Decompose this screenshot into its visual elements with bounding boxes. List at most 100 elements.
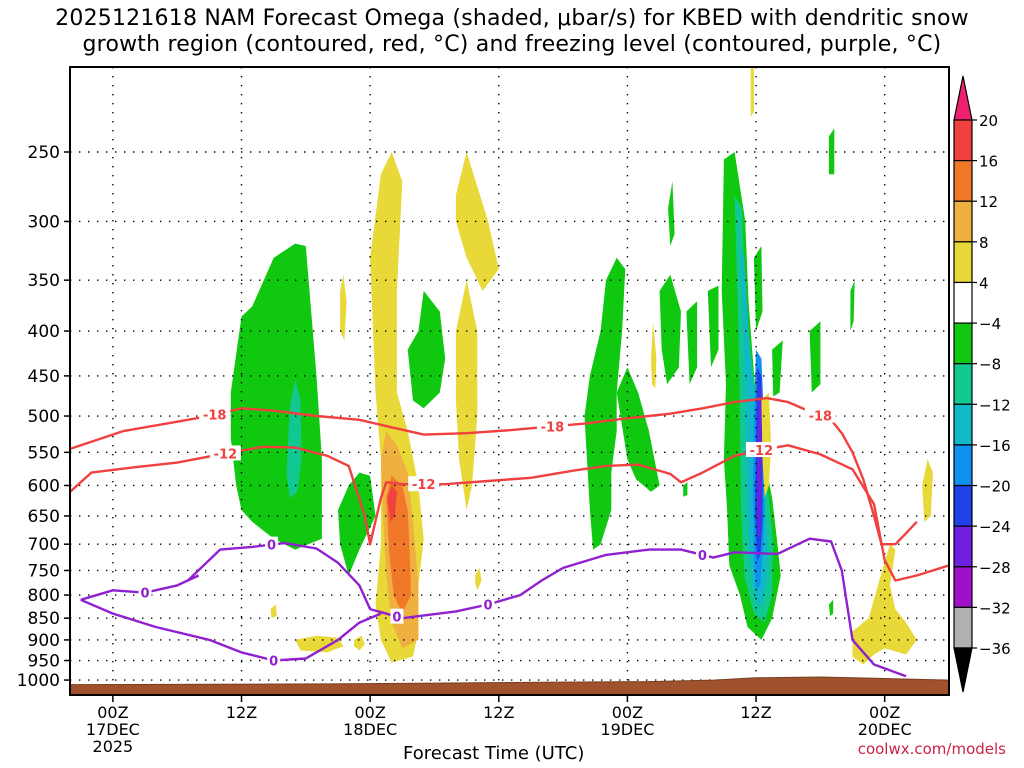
omega-region [750, 67, 754, 117]
terrain-surface [70, 676, 949, 695]
y-tick-label: 500 [28, 407, 60, 427]
omega-region [616, 367, 660, 492]
omega-region [828, 599, 834, 616]
y-tick-label: 900 [28, 631, 60, 651]
contour-label: 0 [267, 539, 276, 554]
omega-region [354, 635, 365, 651]
omega-region [772, 340, 783, 397]
contour-label-bg [745, 442, 777, 458]
y-tick-label: 1000 [17, 671, 60, 691]
omega-region [475, 567, 482, 591]
colorbar-box [953, 322, 973, 365]
omega-region [584, 257, 626, 550]
colorbar-box [953, 119, 973, 162]
x-tick-label: 00Z [354, 703, 385, 722]
colorbar-label: −12 [979, 396, 1011, 414]
contour-label: -12 [412, 478, 436, 493]
y-tick-label: 650 [28, 507, 60, 527]
contour-label-bg [408, 476, 440, 492]
contour-label-bg [265, 536, 279, 552]
x-tick-label: 12Z [483, 703, 514, 722]
y-tick-label: 250 [28, 143, 60, 163]
omega-region [230, 243, 322, 550]
contour-label: -12 [750, 444, 774, 459]
y-tick-label: 950 [28, 652, 60, 672]
omega-region [455, 280, 478, 511]
watermark: coolwx.com/models [857, 740, 1006, 758]
colorbar-box [953, 281, 973, 324]
contour-label-bg [481, 596, 495, 612]
colorbar-box [953, 363, 973, 405]
colorbar-box [953, 606, 973, 649]
contour-label-bg [804, 407, 836, 423]
contour-label-bg [199, 406, 231, 422]
colorbar-label: 12 [979, 193, 998, 211]
omega-region [922, 459, 933, 522]
colorbar-label: 8 [979, 234, 989, 252]
omega-region [828, 128, 835, 175]
omega-region [270, 604, 277, 619]
omega-region [387, 485, 397, 522]
omega-region [686, 301, 698, 385]
colorbar-label: −4 [979, 315, 1001, 333]
colorbar: 20 16 12 8 4 −4 −8 −12 −16 −20 −24 −28 −32 −36 [953, 75, 1011, 693]
omega-region [707, 285, 719, 368]
x-tick-label: 20DEC [858, 720, 912, 739]
x-tick-label: 00Z [612, 703, 643, 722]
colorbar-box [953, 444, 973, 487]
x-tick-label: 19DEC [600, 720, 654, 739]
contour-label-bg [390, 608, 404, 624]
contour-line [70, 444, 949, 582]
omega-region [852, 544, 917, 665]
contour-label-bg [209, 445, 241, 461]
contour-label-bg [695, 546, 709, 562]
contour-label: 0 [392, 611, 401, 626]
omega-region [286, 380, 302, 498]
omega-shading [230, 67, 933, 665]
contour-line [187, 537, 907, 678]
colorbar-box [953, 403, 973, 446]
omega-region [338, 472, 376, 576]
contour-label: 0 [141, 587, 150, 602]
omega-region [683, 482, 688, 497]
y-tick-label: 350 [28, 271, 60, 291]
colorbar-box [953, 160, 973, 202]
omega-region [668, 181, 675, 246]
omega-region [340, 274, 347, 341]
contour-line [80, 598, 382, 662]
colorbar-label: −8 [979, 356, 1001, 374]
colorbar-label: 4 [979, 274, 989, 292]
contour-label: -18 [809, 410, 833, 425]
omega-region [659, 274, 681, 385]
omega-region [753, 246, 763, 331]
colorbar-label: 16 [979, 153, 998, 171]
y-tick-label: 800 [28, 586, 60, 606]
contour-line [70, 396, 918, 546]
colorbar-bottom-arrow [953, 647, 973, 693]
x-tick-label: 00Z [869, 703, 900, 722]
y-tick-label: 400 [28, 322, 60, 342]
colorbar-label: −20 [979, 478, 1011, 496]
contour-label-bg [267, 652, 281, 668]
colorbar-label: −28 [979, 559, 1011, 577]
x-tick-label: 12Z [226, 703, 257, 722]
contour-label: 0 [698, 549, 707, 564]
omega-region [651, 321, 657, 389]
contour-label-bg [138, 584, 152, 600]
x-tick-label: 00Z [97, 703, 128, 722]
contour-label: -18 [541, 420, 565, 435]
y-tick-label: 300 [28, 212, 60, 232]
omega-region [809, 321, 821, 393]
x-tick-label: 18DEC [343, 720, 397, 739]
x-tick-label: 2025 [93, 737, 134, 756]
y-tick-label: 850 [28, 609, 60, 629]
contour-label-bg [536, 418, 568, 434]
omega-region [455, 152, 499, 291]
colorbar-label: 20 [979, 112, 998, 130]
omega-region [407, 290, 446, 409]
omega-region [757, 384, 762, 539]
contour-label: -18 [203, 409, 227, 424]
contour-label: 0 [484, 598, 493, 613]
